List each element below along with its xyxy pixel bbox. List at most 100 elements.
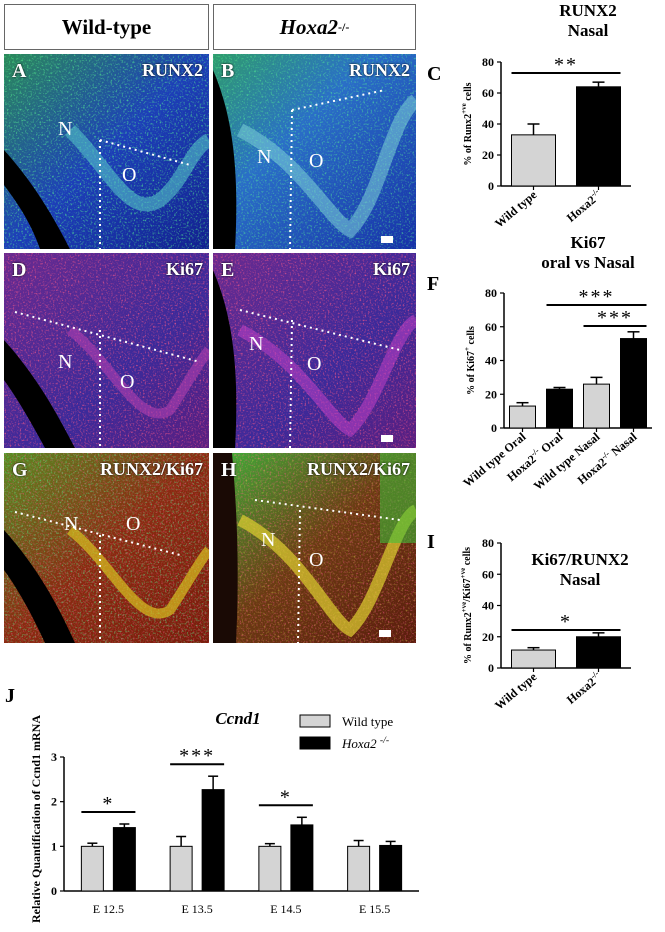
marker-label: Ki67 bbox=[165, 259, 203, 279]
column-header-hoxa2: Hoxa2 -/- bbox=[213, 4, 416, 50]
y-tick-label: 80 bbox=[482, 55, 494, 69]
y-tick-label: 40 bbox=[485, 354, 497, 368]
marker-label: Ki67 bbox=[372, 259, 410, 279]
significance-label: * bbox=[560, 611, 572, 633]
panel-letter: D bbox=[12, 259, 27, 281]
region-nasal-label: N bbox=[261, 529, 276, 551]
chart-title: Ki67/RUNX2 bbox=[531, 550, 628, 569]
bar bbox=[576, 636, 621, 669]
region-oral-label: O bbox=[120, 371, 135, 393]
panel-letter: J bbox=[5, 685, 15, 707]
chart-subtitle: Nasal bbox=[560, 570, 601, 589]
y-tick-label: 40 bbox=[482, 117, 494, 131]
marker-label: RUNX2/Ki67 bbox=[307, 459, 410, 479]
bar bbox=[583, 383, 610, 429]
bar bbox=[511, 134, 556, 187]
chart-title: Ki67 bbox=[571, 233, 606, 252]
panel-b: B RUNX2 N O bbox=[213, 54, 416, 249]
region-oral-label: O bbox=[309, 549, 324, 571]
x-tick-label: Wild type Oral bbox=[460, 429, 529, 490]
y-tick-label: 20 bbox=[482, 630, 494, 644]
legend-label: Wild type bbox=[342, 714, 393, 729]
region-oral-label: O bbox=[126, 513, 141, 535]
chart-subtitle: Nasal bbox=[568, 21, 609, 40]
panel-letter: B bbox=[221, 60, 235, 82]
x-tick-label: E 14.5 bbox=[270, 902, 301, 916]
bar bbox=[546, 388, 573, 429]
y-tick-label: 60 bbox=[482, 86, 494, 100]
panel-a: A RUNX2 N O bbox=[4, 54, 209, 249]
chart-j: J Ccnd1 0 1 2 3 Relative Quantification of Ccn… bbox=[5, 685, 419, 923]
y-tick-label: 2 bbox=[51, 795, 57, 809]
marker-label: RUNX2/Ki67 bbox=[100, 459, 203, 479]
bar bbox=[347, 845, 371, 892]
marker-label: RUNX2 bbox=[349, 60, 410, 80]
panel-letter: C bbox=[427, 63, 441, 85]
panel-b-image bbox=[213, 54, 416, 249]
chart-title: Ccnd1 bbox=[215, 709, 260, 728]
panel-a-image bbox=[4, 54, 209, 249]
panel-letter: A bbox=[12, 60, 27, 82]
bar bbox=[112, 827, 136, 892]
x-tick-label: Hoxa2-/- bbox=[563, 187, 604, 225]
panel-letter: F bbox=[427, 273, 439, 295]
scale-bar bbox=[381, 435, 393, 442]
panel-letter: H bbox=[221, 459, 237, 481]
y-tick-label: 40 bbox=[482, 599, 494, 613]
significance-label: *** bbox=[597, 307, 633, 329]
y-tick-label: 0 bbox=[488, 179, 494, 193]
y-tick-label: 3 bbox=[51, 750, 57, 764]
y-tick-label: 0 bbox=[488, 661, 494, 675]
region-oral-label: O bbox=[122, 164, 137, 186]
scale-bar bbox=[379, 630, 391, 637]
y-axis-label: % of Runx2+ve/Ki67+ve cells bbox=[459, 547, 474, 664]
panel-d: D Ki67 N O bbox=[4, 253, 209, 448]
x-tick-label: Wild type bbox=[492, 669, 540, 712]
boundary-lines bbox=[14, 89, 401, 644]
y-axis-label: % of Runx2+ve cells bbox=[460, 82, 474, 165]
region-oral-label: O bbox=[307, 353, 322, 375]
bar bbox=[511, 649, 556, 669]
y-axis-label: % of Ki67+ cells bbox=[463, 326, 477, 395]
bar bbox=[620, 338, 647, 429]
y-tick-label: 0 bbox=[491, 421, 497, 435]
x-tick-label: E 15.5 bbox=[359, 902, 390, 916]
region-nasal-label: N bbox=[58, 351, 73, 373]
region-nasal-label: N bbox=[249, 333, 264, 355]
panel-d-image bbox=[4, 253, 209, 448]
legend-swatch bbox=[299, 736, 331, 750]
significance-label: * bbox=[280, 786, 292, 808]
region-nasal-label: N bbox=[58, 118, 73, 140]
y-tick-label: 80 bbox=[482, 536, 494, 550]
region-nasal-label: N bbox=[257, 146, 272, 168]
panel-h: H RUNX2/Ki67 N O bbox=[213, 453, 416, 643]
marker-label: RUNX2 bbox=[142, 60, 203, 80]
x-tick-label: E 12.5 bbox=[93, 902, 124, 916]
panel-e: E Ki67 N O bbox=[213, 253, 416, 448]
y-tick-label: 80 bbox=[485, 286, 497, 300]
legend-label: Hoxa2 -/- bbox=[341, 735, 389, 751]
panel-letter: E bbox=[221, 259, 235, 281]
x-tick-label: Wild type bbox=[492, 187, 540, 230]
bar bbox=[258, 845, 282, 892]
scale-bar bbox=[381, 236, 393, 243]
panel-e-image bbox=[213, 253, 416, 448]
significance-label: *** bbox=[179, 745, 215, 767]
y-tick-label: 0 bbox=[51, 884, 57, 898]
region-nasal-label: N bbox=[64, 513, 79, 535]
panel-letter: G bbox=[12, 459, 28, 481]
y-tick-label: 60 bbox=[485, 320, 497, 334]
bar bbox=[201, 789, 225, 892]
x-tick-label: E 13.5 bbox=[181, 902, 212, 916]
y-tick-label: 20 bbox=[482, 148, 494, 162]
chart-subtitle: oral vs Nasal bbox=[541, 253, 635, 272]
region-oral-label: O bbox=[309, 150, 324, 172]
y-tick-label: 20 bbox=[485, 387, 497, 401]
significance-label: *** bbox=[579, 286, 615, 308]
chart-title: RUNX2 bbox=[559, 1, 617, 20]
